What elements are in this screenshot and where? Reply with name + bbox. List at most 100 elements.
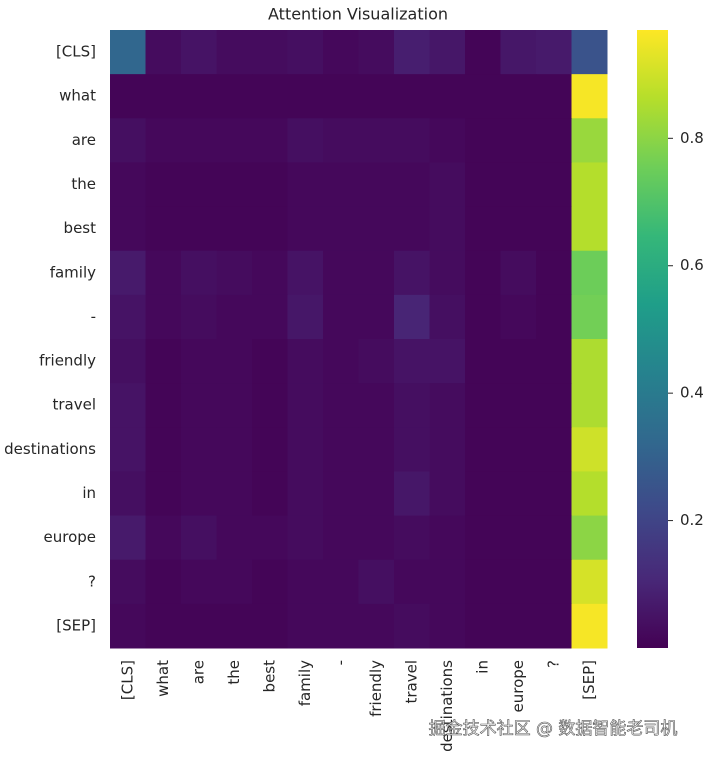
heatmap-cell [145, 383, 182, 428]
heatmap-cell [252, 339, 288, 384]
heatmap-cell [323, 603, 359, 649]
heatmap-cell [358, 383, 395, 428]
heatmap-cell [429, 603, 466, 649]
heatmap-cell [216, 30, 253, 75]
heatmap-cell [252, 30, 288, 75]
heatmap-cell [145, 294, 182, 340]
heatmap-cell [358, 427, 395, 472]
heatmap-cell [500, 250, 537, 296]
heatmap-cell [252, 74, 288, 119]
x-tick-label: best [260, 660, 278, 693]
heatmap-cell [465, 515, 501, 561]
heatmap-cell [252, 383, 288, 428]
heatmap-cell [500, 339, 537, 384]
heatmap-cell [252, 294, 288, 340]
heatmap-cell [500, 559, 537, 605]
heatmap-cell [429, 515, 466, 561]
heatmap-cell [110, 603, 146, 649]
y-tick-label: [SEP] [56, 616, 96, 634]
heatmap-cell [287, 30, 324, 75]
heatmap-cell [394, 30, 430, 75]
heatmap-cell [536, 515, 572, 561]
heatmap-cell [358, 30, 395, 75]
heatmap-cell [429, 250, 466, 296]
heatmap-cell [110, 559, 146, 605]
heatmap-cell [145, 30, 182, 75]
heatmap-cell [287, 427, 324, 472]
heatmap-cell [429, 471, 466, 517]
y-tick-label: in [82, 484, 96, 502]
heatmap-cell [571, 118, 608, 163]
heatmap-cell [500, 74, 537, 119]
heatmap-cell [216, 206, 253, 252]
heatmap-cell [110, 118, 146, 163]
heatmap-cell [216, 118, 253, 163]
heatmap-cell [252, 427, 288, 472]
heatmap-cell [571, 559, 608, 605]
heatmap-cell [429, 383, 466, 428]
heatmap-cell [181, 339, 217, 384]
heatmap-cell [110, 74, 146, 119]
y-tick-label: family [50, 263, 96, 281]
heatmap-cell [323, 294, 359, 340]
heatmap-cell [394, 294, 430, 340]
heatmap-cell [110, 339, 146, 384]
y-tick-label: europe [44, 528, 97, 546]
heatmap-cell [181, 74, 217, 119]
heatmap-cell [394, 339, 430, 384]
heatmap-cell [536, 427, 572, 472]
heatmap-cell [571, 294, 608, 340]
heatmap-cell [500, 206, 537, 252]
heatmap-cell [323, 30, 359, 75]
heatmap-cell [571, 383, 608, 428]
heatmap-cell [145, 250, 182, 296]
colorbar-tick-label: 0.8 [680, 129, 704, 147]
heatmap-cell [394, 471, 430, 517]
y-tick-label: what [59, 87, 96, 105]
heatmap-cell [465, 294, 501, 340]
heatmap-cell [500, 118, 537, 163]
colorbar-tick-label: 0.2 [680, 511, 704, 529]
x-tick-label: destinations [438, 660, 456, 752]
heatmap-cell [500, 471, 537, 517]
heatmap-cell [181, 515, 217, 561]
heatmap-cell [394, 74, 430, 119]
heatmap-cell [252, 162, 288, 208]
heatmap-cell [500, 515, 537, 561]
heatmap-cell [110, 162, 146, 208]
x-tick-label: europe [509, 660, 527, 713]
heatmap-cell [216, 427, 253, 472]
heatmap-cell [429, 74, 466, 119]
heatmap-cell [216, 383, 253, 428]
heatmap-cell [181, 162, 217, 208]
y-tick-label: ? [88, 572, 96, 590]
heatmap-cell [536, 74, 572, 119]
y-tick-label: friendly [39, 352, 96, 370]
x-tick-label: ? [544, 660, 562, 668]
heatmap-cell [145, 515, 182, 561]
heatmap-cell [536, 118, 572, 163]
heatmap-cell [536, 250, 572, 296]
heatmap-cell [287, 339, 324, 384]
heatmap-cell [181, 471, 217, 517]
heatmap-cell [287, 118, 324, 163]
x-tick-label: are [189, 660, 207, 684]
heatmap-cell [110, 427, 146, 472]
heatmap-cell [323, 383, 359, 428]
chart-title: Attention Visualization [268, 5, 448, 24]
x-tick-label: what [154, 660, 172, 697]
y-tick-label: travel [52, 396, 96, 414]
x-tick-label: - [331, 660, 349, 665]
heatmap-cell [323, 339, 359, 384]
heatmap-cell [145, 162, 182, 208]
heatmap-cell [571, 74, 608, 119]
heatmap-cell [571, 339, 608, 384]
heatmap-cell [287, 603, 324, 649]
heatmap-cell [181, 30, 217, 75]
heatmap-cell [252, 603, 288, 649]
heatmap-cell [394, 427, 430, 472]
heatmap-cell [536, 603, 572, 649]
heatmap-cell [536, 559, 572, 605]
heatmap-cell [110, 294, 146, 340]
